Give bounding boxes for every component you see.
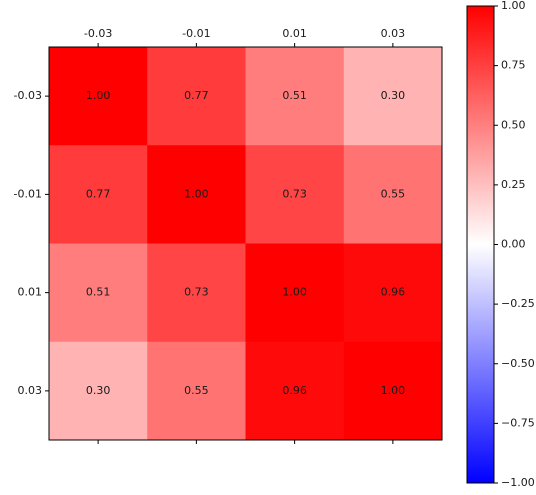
colorbar-tick-label: 1.00 bbox=[501, 0, 526, 12]
colorbar-tick-label: −0.25 bbox=[501, 297, 535, 310]
y-tick-label: -0.01 bbox=[14, 187, 42, 200]
cell-value-label: 0.73 bbox=[184, 286, 209, 299]
y-tick-label: 0.03 bbox=[18, 384, 43, 397]
colorbar bbox=[466, 5, 495, 484]
y-axis-ticks: -0.03 -0.01 0.01 0.03 bbox=[14, 89, 49, 397]
heatmap-cell bbox=[147, 341, 246, 441]
heatmap-cell bbox=[49, 341, 148, 441]
cell-value-label: 0.51 bbox=[86, 286, 111, 299]
x-tick-label: -0.03 bbox=[84, 27, 112, 40]
plot-frame bbox=[48, 46, 443, 441]
colorbar-tick-label: 0.00 bbox=[501, 238, 526, 251]
cell-value-label: 0.55 bbox=[184, 384, 209, 397]
cell-value-label: 0.30 bbox=[86, 384, 111, 397]
cell-value-label: 1.00 bbox=[184, 187, 209, 200]
heatmap-cell bbox=[147, 243, 246, 343]
heatmap-cell bbox=[49, 47, 148, 146]
cell-value-label: 0.96 bbox=[381, 286, 406, 299]
cell-value-label: 0.96 bbox=[282, 384, 307, 397]
y-tick-label: 0.01 bbox=[18, 286, 43, 299]
x-tick-label: 0.03 bbox=[381, 27, 406, 40]
cell-value-label: 0.77 bbox=[184, 89, 209, 102]
heatmap-cells bbox=[49, 47, 443, 441]
cell-value-label: 1.00 bbox=[381, 384, 406, 397]
y-tick-label: -0.03 bbox=[14, 89, 42, 102]
colorbar-tick-label: −1.00 bbox=[501, 476, 535, 489]
heatmap-cell bbox=[343, 243, 443, 343]
heatmap-cell bbox=[49, 145, 148, 244]
heatmap-value-labels: 1.00 0.77 0.51 0.30 0.77 1.00 0.73 0.55 0.51 0.73… bbox=[86, 89, 405, 397]
heatmap-cell bbox=[245, 243, 345, 343]
colorbar-tick-label: 0.75 bbox=[501, 59, 526, 72]
x-tick-label: 0.01 bbox=[282, 27, 307, 40]
cell-value-label: 0.73 bbox=[282, 187, 307, 200]
heatmap-cell bbox=[245, 341, 345, 441]
cell-value-label: 0.55 bbox=[381, 187, 406, 200]
heatmap-cell bbox=[245, 145, 345, 244]
heatmap-cell bbox=[343, 47, 443, 146]
heatmap-cell bbox=[147, 47, 246, 146]
heatmap-cell bbox=[343, 145, 443, 244]
cell-value-label: 1.00 bbox=[282, 286, 307, 299]
colorbar-tick-label: 0.25 bbox=[501, 178, 526, 191]
colorbar-tick-label: −0.75 bbox=[501, 416, 535, 429]
heatmap-cell bbox=[147, 145, 246, 244]
cell-value-label: 0.51 bbox=[282, 89, 307, 102]
colorbar-ticks: 1.00 0.75 0.50 0.25 0.00 −0.25 −0.50 −0.75 −1.00 bbox=[494, 0, 535, 489]
colorbar-tick-label: −0.50 bbox=[501, 357, 535, 370]
x-tick-label: -0.01 bbox=[182, 27, 210, 40]
cell-value-label: 1.00 bbox=[86, 89, 111, 102]
x-axis-ticks: -0.03 -0.01 0.01 0.03 bbox=[84, 27, 405, 444]
heatmap-cell bbox=[343, 341, 443, 441]
colorbar-tick-label: 0.50 bbox=[501, 118, 526, 131]
cell-value-label: 0.30 bbox=[381, 89, 406, 102]
heatmap-cell bbox=[49, 243, 148, 343]
heatmap-cell bbox=[245, 47, 345, 146]
cell-value-label: 0.77 bbox=[86, 187, 111, 200]
